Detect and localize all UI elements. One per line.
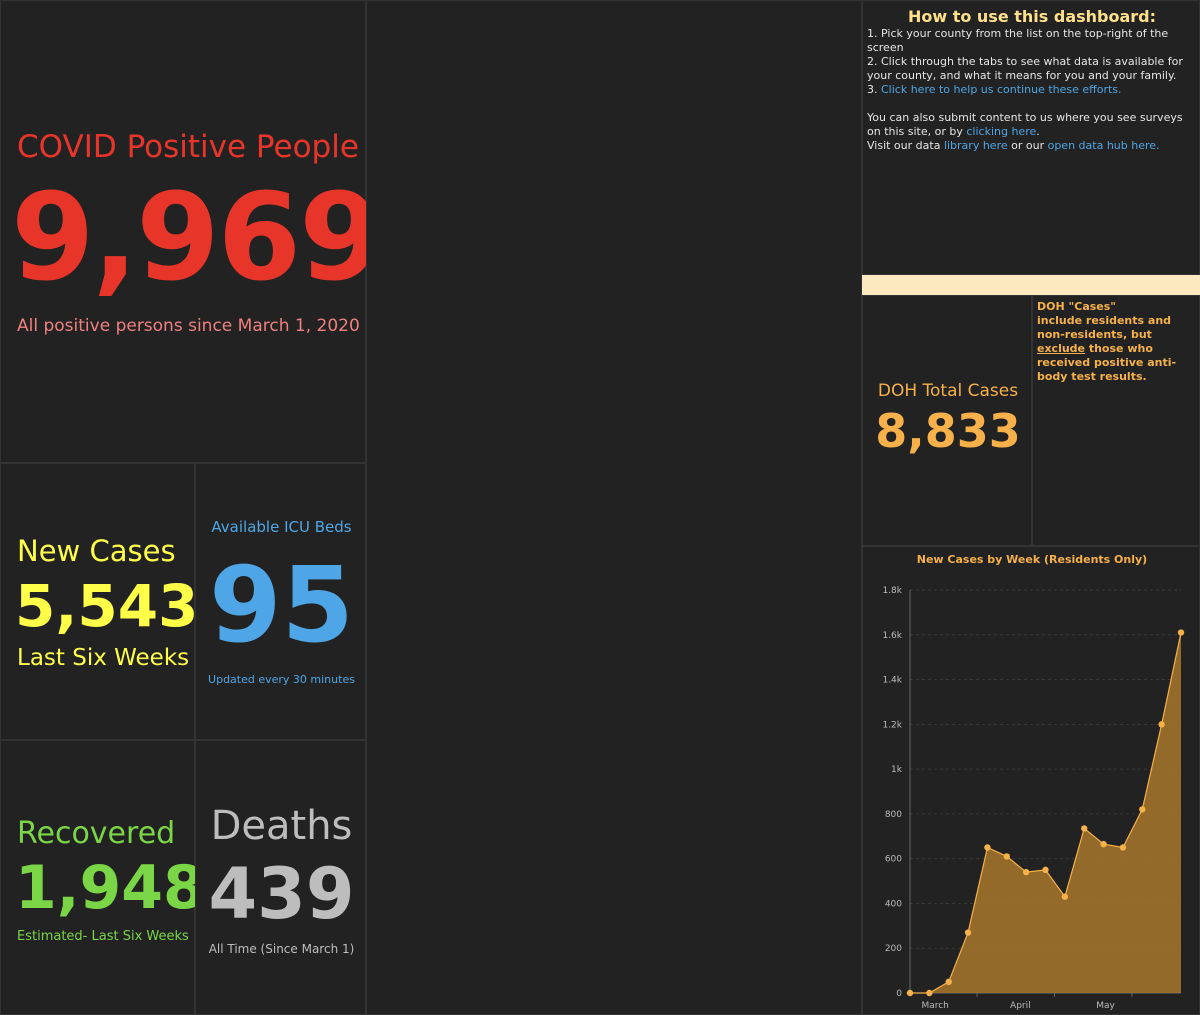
deaths-panel: Deaths 439 All Time (Since March 1) — [195, 740, 366, 1015]
data-point — [1119, 844, 1127, 851]
doh-note-text-1: include residents and non-residents, but — [1037, 314, 1172, 341]
submit-content-line: You can also submit content to us where … — [867, 111, 1197, 139]
new-cases-value: 5,543 — [15, 572, 199, 640]
data-point — [945, 978, 952, 986]
y-tick-label: 600 — [885, 855, 902, 865]
how-to-title: How to use this dashboard: — [907, 7, 1157, 26]
chart-title: New Cases by Week (Residents Only) — [916, 553, 1148, 566]
y-tick-label: 1.6k — [882, 631, 902, 641]
y-tick-label: 1.4k — [882, 676, 902, 686]
data-library-mid: or our — [1007, 139, 1048, 152]
data-point — [1100, 840, 1107, 848]
data-point — [1003, 853, 1010, 860]
icu-beds-subtitle: Updated every 30 minutes — [208, 673, 355, 686]
deaths-title: Deaths — [210, 803, 353, 849]
doh-note-text-2: those who received positive anti-body te… — [1037, 342, 1177, 383]
x-month-label: April — [1010, 1001, 1031, 1011]
doh-note-panel: DOH "Cases" include residents and non-res… — [1032, 295, 1200, 546]
new-cases-by-week-chart: New Cases by Week (Residents Only) 0 200 4… — [862, 546, 1200, 1015]
data-point — [1022, 868, 1030, 876]
doh-total-title: DOH Total Cases — [877, 381, 1019, 401]
data-point — [964, 929, 972, 936]
x-month-label: March — [921, 1001, 948, 1011]
recovered-panel: Recovered 1,948 Estimated- Last Six Week… — [0, 740, 205, 1015]
help-efforts-link[interactable]: Click here to help us continue these eff… — [881, 83, 1122, 96]
recovered-subtitle: Estimated- Last Six Weeks — [17, 929, 189, 944]
data-point — [906, 989, 914, 997]
submit-content-text: You can also submit content to us where … — [867, 111, 1183, 138]
data-point — [1158, 721, 1165, 728]
how-to-body: 1. Pick your county from the list on the… — [867, 27, 1197, 153]
y-tick-label: 800 — [885, 810, 902, 820]
data-point — [1139, 806, 1146, 813]
doh-note-exclude: exclude — [1037, 342, 1086, 355]
recovered-title: Recovered — [17, 816, 176, 851]
clicking-here-link[interactable]: clicking here — [966, 125, 1037, 138]
data-point — [1061, 893, 1069, 900]
how-to-step-3: 3. Click here to help us continue these … — [867, 83, 1197, 97]
banner-bar — [862, 275, 1200, 295]
new-cases-panel: New Cases 5,543 Last Six Weeks — [0, 463, 199, 740]
submit-content-end: . — [1036, 125, 1040, 138]
doh-total-panel: DOH Total Cases 8,833 — [862, 295, 1032, 546]
covid-positive-subtitle: All positive persons since March 1, 2020 — [17, 316, 360, 336]
series-area — [910, 632, 1181, 993]
y-tick-label: 1.8k — [882, 586, 902, 596]
how-to-step-3-prefix: 3. — [867, 83, 881, 96]
y-tick-label: 1k — [891, 765, 903, 775]
new-cases-title: New Cases — [17, 534, 176, 568]
chart-svg: 0 200 400 600 800 1k 1.2k 1.4k 1.6k 1.8k March Apri… — [882, 586, 1185, 1011]
icu-beds-panel: Available ICU Beds 95 Updated every 30 m… — [195, 463, 366, 740]
deaths-subtitle: All Time (Since March 1) — [208, 942, 355, 956]
icu-beds-value: 95 — [209, 544, 354, 666]
doh-total-value: 8,833 — [875, 404, 1021, 458]
data-point — [1177, 629, 1185, 636]
covid-positive-panel: COVID Positive People 9,969 All positive… — [0, 0, 383, 463]
doh-note: DOH "Cases" include residents and non-res… — [1037, 300, 1197, 384]
map-area-placeholder — [366, 0, 862, 1015]
doh-note-heading: DOH "Cases" — [1037, 300, 1117, 313]
data-point — [926, 989, 933, 997]
spacer — [867, 97, 1197, 111]
covid-positive-title: COVID Positive People — [17, 129, 359, 165]
recovered-value: 1,948 — [15, 853, 205, 923]
y-tick-label: 1.2k — [882, 720, 902, 730]
data-point — [1081, 825, 1088, 832]
how-to-panel: How to use this dashboard: 1. Pick your … — [862, 0, 1200, 275]
covid-positive-value: 9,969 — [11, 169, 383, 308]
new-cases-subtitle: Last Six Weeks — [17, 645, 190, 671]
icu-beds-title: Available ICU Beds — [211, 518, 352, 536]
x-month-label: May — [1096, 1001, 1115, 1011]
data-point — [984, 844, 991, 851]
data-library-line: Visit our data library here or our open … — [867, 139, 1197, 153]
y-tick-label: 400 — [885, 899, 902, 909]
how-to-step-2: 2. Click through the tabs to see what da… — [867, 55, 1183, 82]
how-to-step-1: 1. Pick your county from the list on the… — [867, 27, 1169, 54]
deaths-value: 439 — [208, 853, 355, 935]
y-tick-label: 0 — [896, 989, 902, 999]
data-library-text: Visit our data — [867, 139, 944, 152]
y-tick-label: 200 — [885, 944, 902, 954]
data-point — [1042, 866, 1049, 874]
open-data-hub-link[interactable]: open data hub here. — [1047, 139, 1160, 152]
library-here-link[interactable]: library here — [943, 139, 1008, 152]
